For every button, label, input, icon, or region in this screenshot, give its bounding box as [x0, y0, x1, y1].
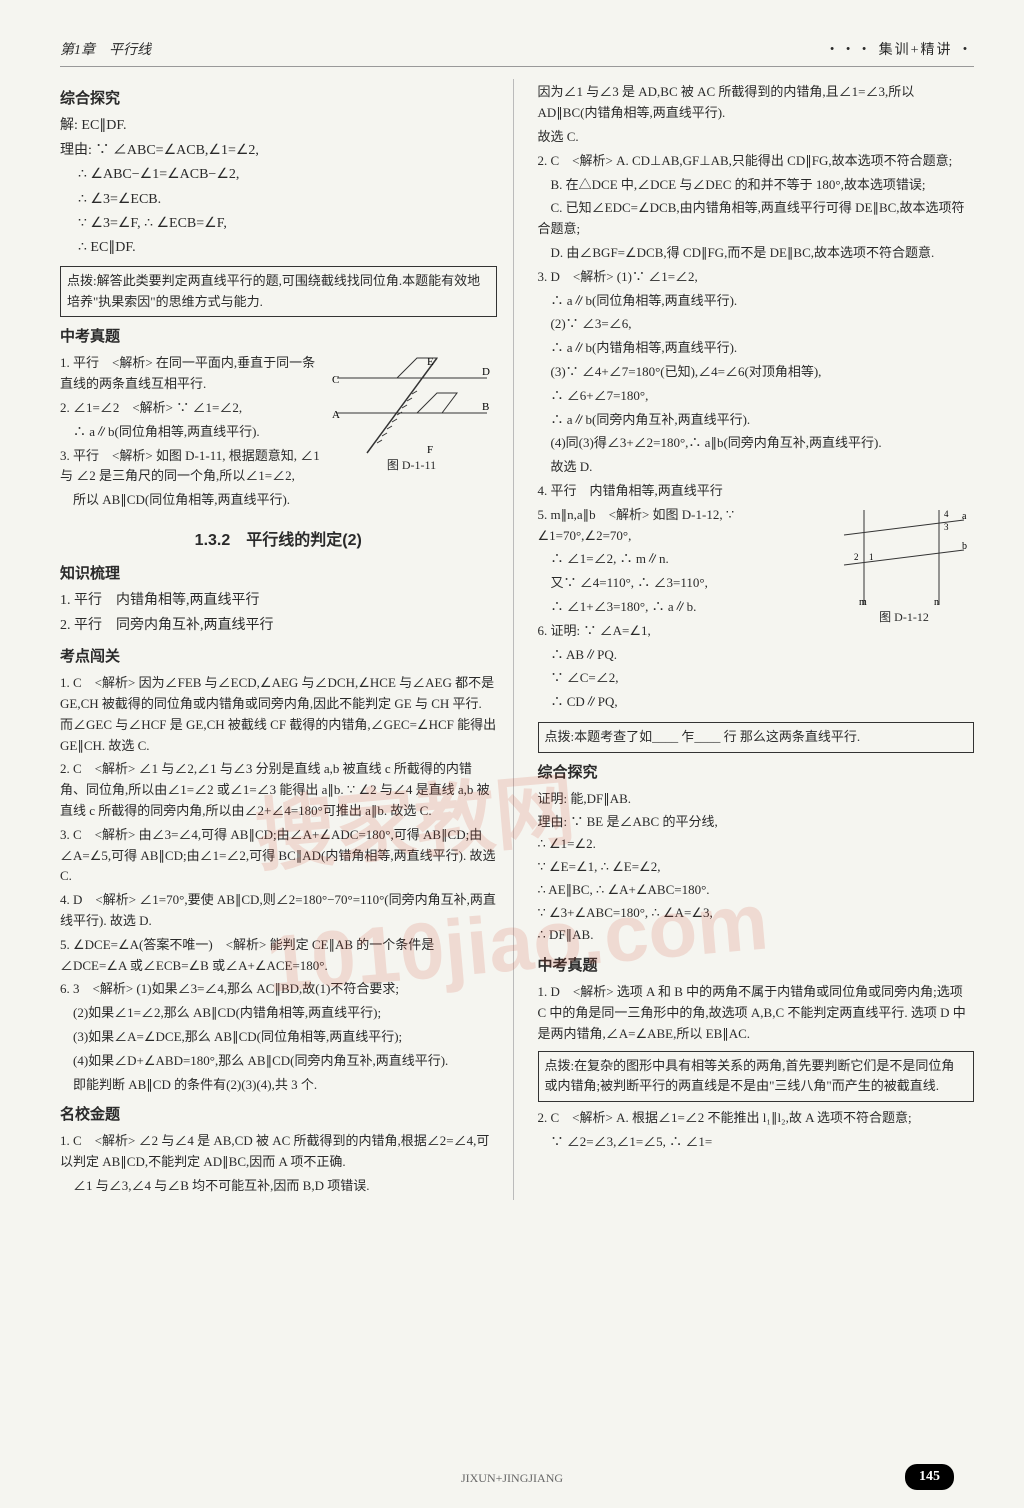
r2-19: ∴ AB∥PQ.	[538, 645, 975, 666]
kdcg-8: (4)如果∠D+∠ABD=180°,那么 AB∥CD(同旁内角互补,两直线平行)…	[60, 1051, 497, 1072]
kdcg-6: (2)如果∠1=∠2,那么 AB∥CD(内错角相等,两直线平行);	[60, 1003, 497, 1024]
r2-8: (3)∵ ∠4+∠7=180°(已知),∠4=∠6(对顶角相等),	[538, 362, 975, 383]
rzkzt-0: 1. D <解析> 选项 A 和 B 中的两角不属于内错角或同位角或同旁内角;选…	[538, 982, 975, 1044]
zhtj-box-left: 点拨:解答此类要判定两直线平行的题,可围绕截线找同位角.本题能有效地培养"执果索…	[60, 266, 497, 318]
svg-text:n: n	[934, 597, 939, 608]
kdcg-9: 即能判断 AB∥CD 的条件有(2)(3)(4),共 3 个.	[60, 1075, 497, 1096]
svg-text:C: C	[332, 374, 339, 386]
zkzt-title-right: 中考真题	[538, 954, 975, 978]
r1-1: 故选 C.	[538, 127, 975, 148]
rzhtj-0: 证明: 能,DF∥AB.	[538, 789, 975, 810]
r2-13: 4. 平行 内错角相等,两直线平行	[538, 481, 975, 502]
rzkzt2-1: ∵ ∠2=∠3,∠1=∠5, ∴ ∠1=	[538, 1132, 975, 1153]
zhtj-l2: ∴ ∠ABC−∠1=∠ACB−∠2,	[60, 164, 497, 186]
svg-text:3: 3	[944, 522, 949, 532]
r2-3: D. 由∠BGF=∠DCB,得 CD∥FG,而不是 DE∥BC,故本选项不符合题…	[538, 243, 975, 264]
zscl-1: 2. 平行 同旁内角互补,两直线平行	[60, 615, 497, 637]
fig2-caption: 图 D-1-12	[834, 608, 974, 627]
r2-5: ∴ a∥b(同位角相等,两直线平行).	[538, 291, 975, 312]
r2-7: ∴ a∥b(内错角相等,两直线平行).	[538, 338, 975, 359]
rzhtj-4: ∴ AE∥BC, ∴ ∠A+∠ABC=180°.	[538, 880, 975, 901]
zhtj-l0: 解: EC∥DF.	[60, 115, 497, 137]
r2-6: (2)∵ ∠3=∠6,	[538, 314, 975, 335]
zhtj-l3: ∴ ∠3=∠ECB.	[60, 189, 497, 211]
fig1-caption: 图 D-1-11	[327, 456, 497, 475]
zscl-0: 1. 平行 内错角相等,两直线平行	[60, 590, 497, 612]
svg-text:4: 4	[944, 509, 949, 519]
svg-text:E: E	[427, 356, 434, 368]
rzhtj-3: ∵ ∠E=∠1, ∴ ∠E=∠2,	[538, 857, 975, 878]
kdcg-2: 3. C <解析> 由∠3=∠4,可得 AB∥CD;由∠A+∠ADC=180°,…	[60, 825, 497, 887]
kdcg-0: 1. C <解析> 因为∠FEB 与∠ECD,∠AEG 与∠DCH,∠HCE 与…	[60, 673, 497, 756]
mxjt-title: 名校金题	[60, 1103, 497, 1127]
subsection-title: 1.3.2 平行线的判定(2)	[60, 528, 497, 554]
r2-12: 故选 D.	[538, 457, 975, 478]
zhtj-l5: ∴ EC∥DF.	[60, 237, 497, 259]
r2-0: 2. C <解析> A. CD⊥AB,GF⊥AB,只能得出 CD∥FG,故本选项…	[538, 151, 975, 172]
r2-21: ∴ CD∥PQ,	[538, 692, 975, 713]
mxjt-1: ∠1 与∠3,∠4 与∠B 均不可能互补,因而 B,D 项错误.	[60, 1176, 497, 1197]
r2-10: ∴ a∥b(同旁内角互补,两直线平行).	[538, 410, 975, 431]
svg-text:A: A	[332, 409, 340, 421]
rzkzt2-0: 2. C <解析> A. 根据∠1=∠2 不能推出 l₁∥l₂,故 A 选项不符…	[538, 1108, 975, 1129]
r2-2: C. 已知∠EDC=∠DCB,由内错角相等,两直线平行可得 DE∥BC,故本选项…	[538, 198, 975, 240]
svg-text:D: D	[482, 366, 490, 378]
kdcg-5: 6. 3 <解析> (1)如果∠3=∠4,那么 AC∥BD,故(1)不符合要求;	[60, 979, 497, 1000]
svg-text:1: 1	[869, 552, 874, 562]
r2-20: ∵ ∠C=∠2,	[538, 668, 975, 689]
zkzt-title-left: 中考真题	[60, 325, 497, 349]
kdcg-4: 5. ∠DCE=∠A(答案不唯一) <解析> 能判定 CE∥AB 的一个条件是∠…	[60, 935, 497, 977]
zhtj-l1: 理由: ∵ ∠ABC=∠ACB,∠1=∠2,	[60, 140, 497, 162]
zhtj-title-right: 综合探究	[538, 761, 975, 785]
figure-d-1-11: E D C A B F 图 D-1-11	[327, 353, 497, 473]
kdcg-1: 2. C <解析> ∠1 与∠2,∠1 与∠3 分别是直线 a,b 被直线 c …	[60, 759, 497, 821]
r1-0: 因为∠1 与∠3 是 AD,BC 被 AC 所截得到的内错角,且∠1=∠3,所以…	[538, 82, 975, 124]
figure-d-1-12: a b m n 1 2 3 4 图 D-1-12	[834, 505, 974, 625]
svg-text:a: a	[962, 511, 967, 522]
rzhtj-6: ∴ DF∥AB.	[538, 925, 975, 946]
zscl-title: 知识梳理	[60, 562, 497, 586]
mxjt-0: 1. C <解析> ∠2 与∠4 是 AB,CD 被 AC 所截得到的内错角,根…	[60, 1131, 497, 1173]
zhtj-l4: ∵ ∠3=∠F, ∴ ∠ECB=∠F,	[60, 213, 497, 235]
r-box-2: 点拨:在复杂的图形中具有相等关系的两角,首先要判断它们是不是同位角或内错角;被判…	[538, 1051, 975, 1103]
zkzt-l-4: 所以 AB∥CD(同位角相等,两直线平行).	[60, 490, 497, 511]
r2-9: ∴ ∠6+∠7=180°,	[538, 386, 975, 407]
zhtj-title-left: 综合探究	[60, 87, 497, 111]
rzhtj-5: ∵ ∠3+∠ABC=180°, ∴ ∠A=∠3,	[538, 903, 975, 924]
r-box-1: 点拨:本题考查了如____ 乍____ 行 那么这两条直线平行.	[538, 722, 975, 753]
svg-text:B: B	[482, 401, 489, 413]
rzhtj-2: ∴ ∠1=∠2.	[538, 834, 975, 855]
chapter-label: 第1章 平行线	[60, 40, 151, 62]
svg-text:2: 2	[854, 552, 859, 562]
kdcg-3: 4. D <解析> ∠1=70°,要使 AB∥CD,则∠2=180°−70°=1…	[60, 890, 497, 932]
footer-text: JIXUN+JINGJIANG	[0, 1469, 1024, 1488]
svg-text:b: b	[962, 541, 967, 552]
r2-1: B. 在△DCE 中,∠DCE 与∠DEC 的和并不等于 180°,故本选项错误…	[538, 175, 975, 196]
page-number: 145	[905, 1464, 954, 1490]
r2-11: (4)同(3)得∠3+∠2=180°,∴ a∥b(同旁内角互补,两直线平行).	[538, 433, 975, 454]
svg-text:F: F	[427, 444, 433, 456]
brand-label: ・・・ 集训+精讲 ・	[825, 40, 974, 62]
kdcg-7: (3)如果∠A=∠DCE,那么 AB∥CD(同位角相等,两直线平行);	[60, 1027, 497, 1048]
kdcg-title: 考点闯关	[60, 645, 497, 669]
rzhtj-1: 理由: ∵ BE 是∠ABC 的平分线,	[538, 812, 975, 833]
svg-text:m: m	[859, 597, 867, 608]
r2-4: 3. D <解析> (1)∵ ∠1=∠2,	[538, 267, 975, 288]
